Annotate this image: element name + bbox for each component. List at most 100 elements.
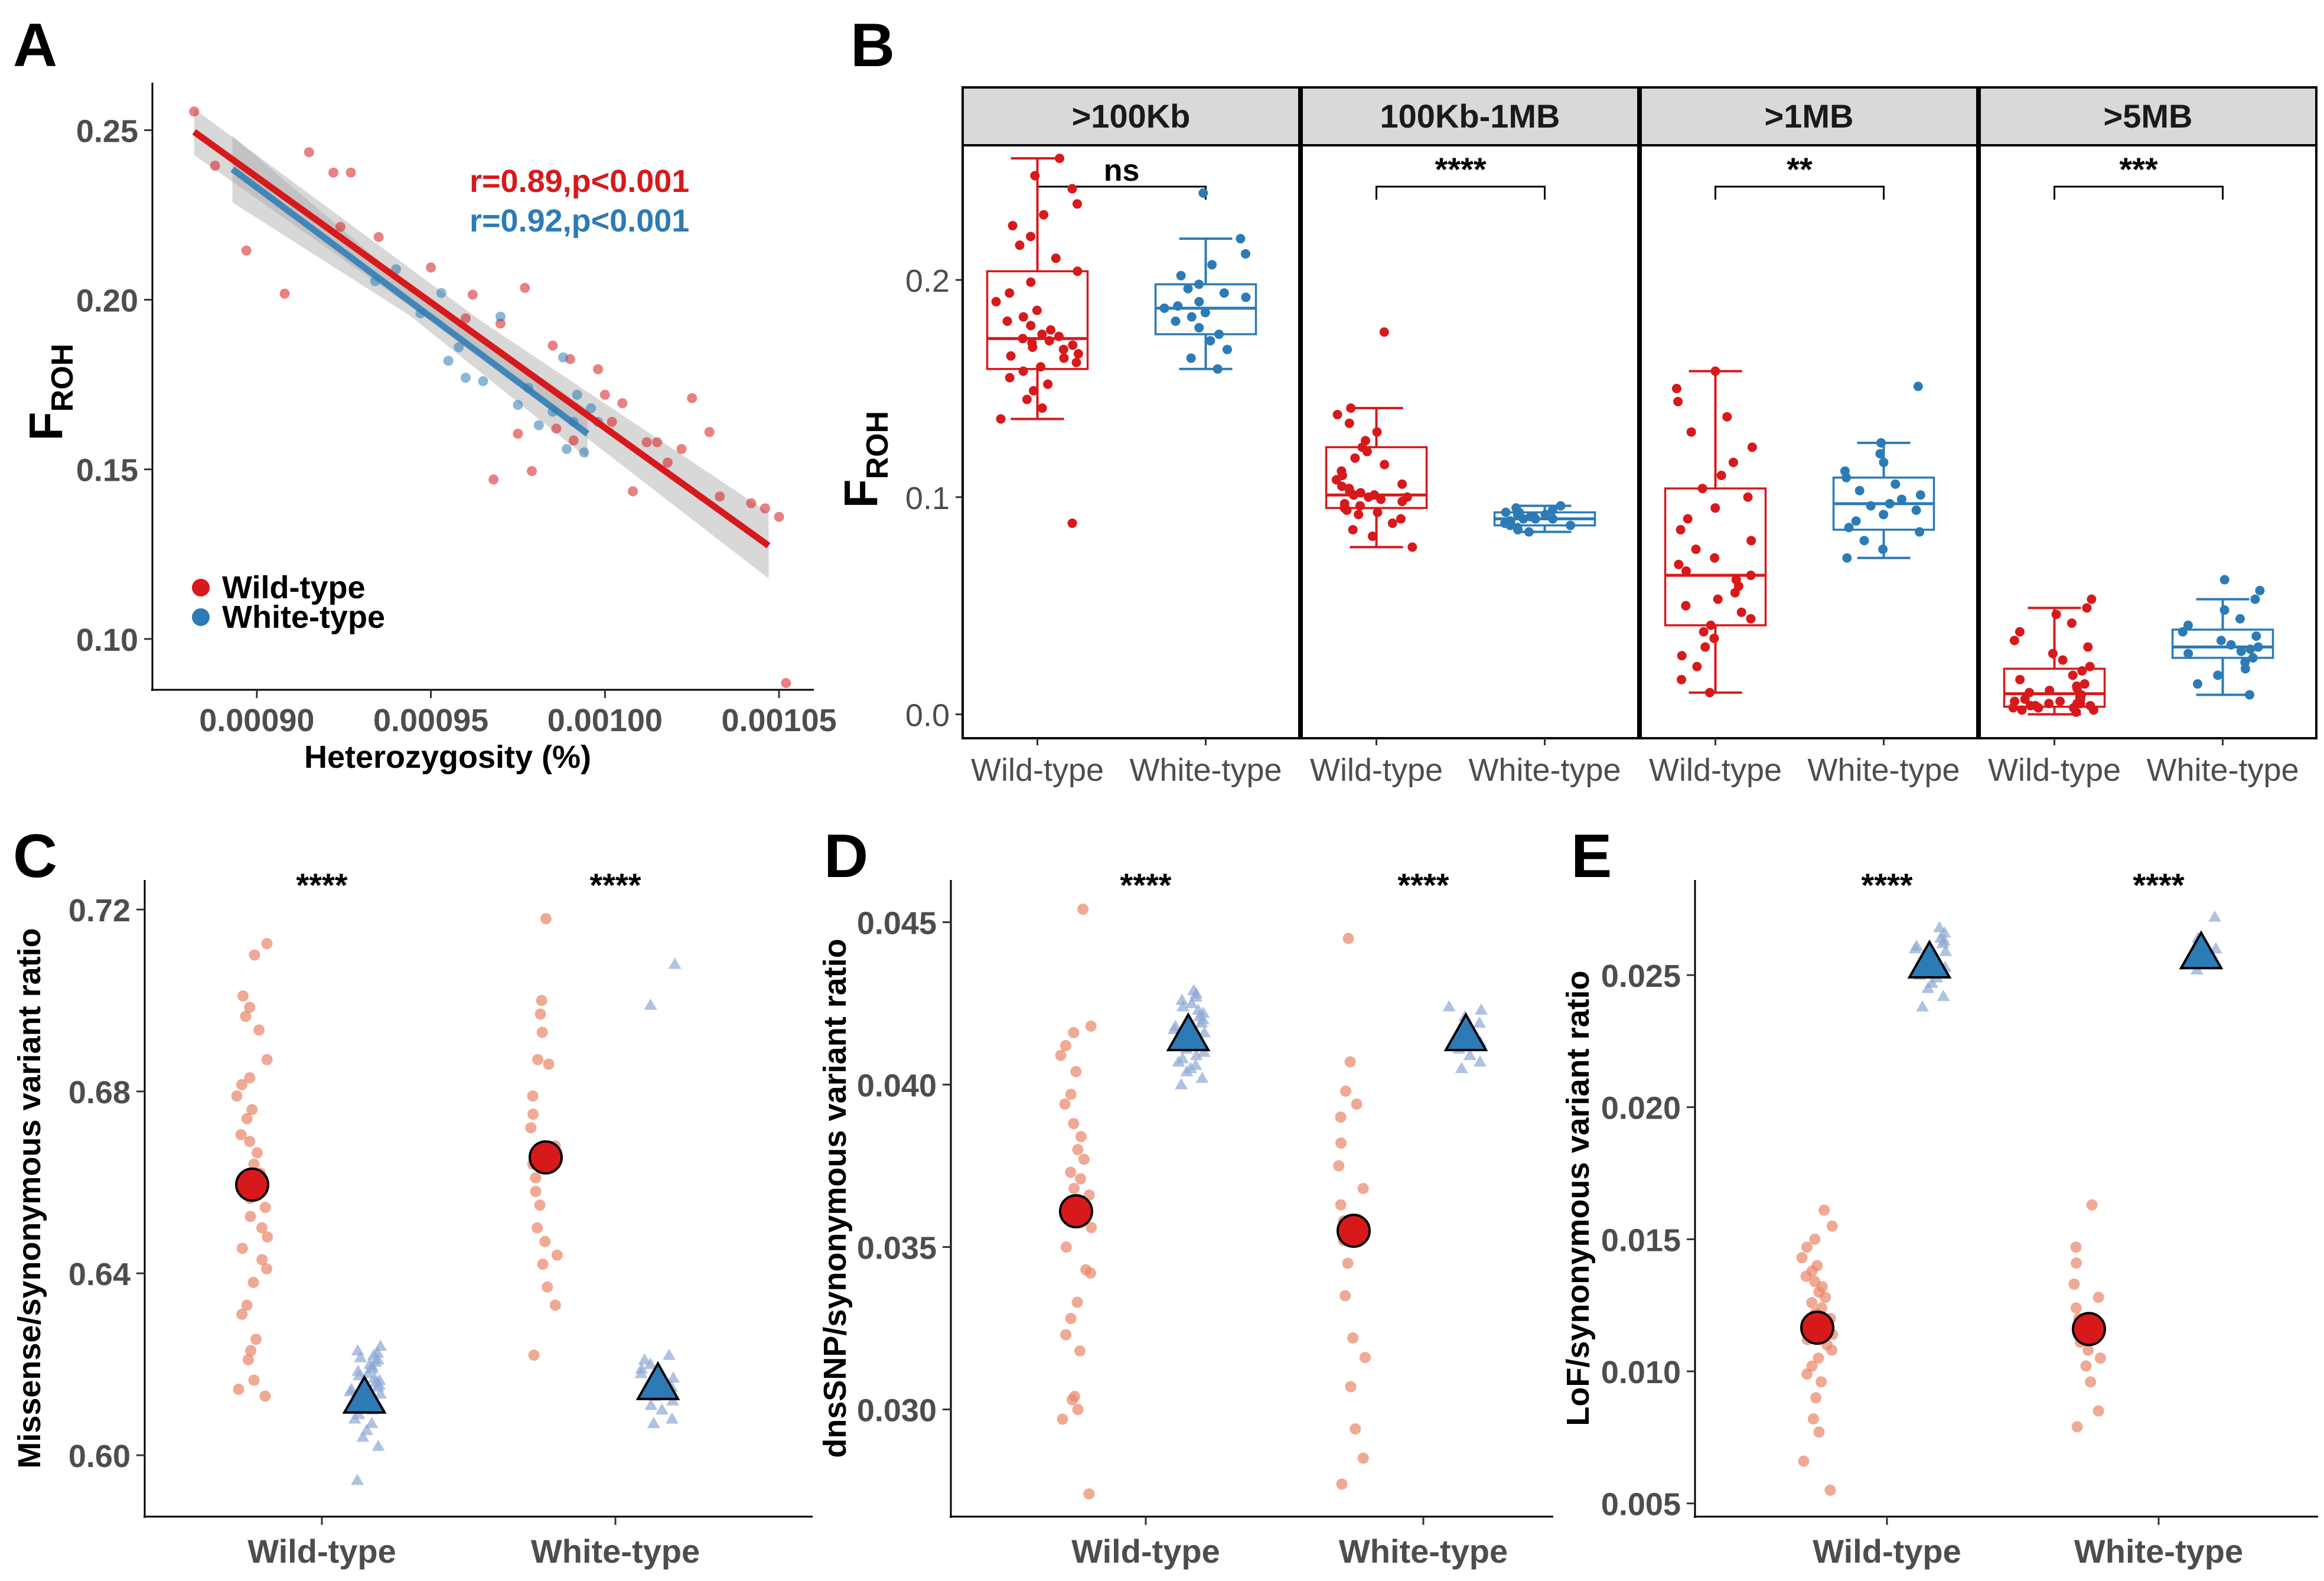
wild-point	[687, 393, 697, 403]
signif-label: ****	[1435, 151, 1486, 188]
white-point	[1939, 944, 1953, 956]
white-point	[1916, 1000, 1929, 1012]
wild-point	[760, 503, 770, 514]
white-point	[1511, 503, 1521, 513]
white-point	[1840, 466, 1850, 476]
white-point	[1915, 490, 1925, 500]
white-point	[2213, 670, 2223, 680]
wild-point	[542, 1281, 553, 1293]
wild-point	[1060, 1040, 1071, 1051]
white-point	[2178, 627, 2188, 637]
wild-point	[1347, 1332, 1359, 1344]
x-axis-title: Heterozygosity (%)	[304, 739, 591, 775]
wild-point	[1032, 305, 1042, 315]
white-point	[1844, 523, 1854, 533]
wild-point	[1806, 1360, 1818, 1372]
legend-label-white: White-type	[222, 599, 385, 635]
wild-point	[1691, 545, 1701, 555]
white-point	[1513, 523, 1523, 533]
wild-point	[1813, 1352, 1824, 1364]
white-point	[2235, 614, 2245, 624]
y-tick-label: 0.60	[69, 1439, 131, 1474]
wild-point	[2071, 1257, 2082, 1269]
wild-point	[1809, 1233, 1821, 1245]
white-mean-marker	[1443, 1012, 1488, 1051]
confidence-band-white	[232, 136, 588, 458]
white-mean-marker	[635, 1361, 680, 1400]
wild-point	[1796, 1252, 1808, 1264]
signif-bracket	[1376, 185, 1546, 200]
wild-point	[235, 1129, 247, 1140]
wild-point	[244, 1072, 256, 1084]
facet-panel	[1300, 144, 1639, 739]
wild-point	[2048, 648, 2058, 659]
wild-point	[1036, 362, 1046, 372]
white-point	[360, 1423, 374, 1435]
white-point	[2245, 644, 2255, 654]
wild-point	[237, 990, 249, 1002]
white-point	[1176, 270, 1186, 281]
wild-point	[251, 1147, 263, 1159]
white-point	[1222, 344, 1232, 354]
box-iqr	[2171, 628, 2274, 659]
wild-point	[236, 1079, 247, 1090]
wild-point	[1810, 1392, 1822, 1404]
wild-point	[1350, 1423, 1361, 1435]
wild-point	[241, 1113, 253, 1124]
wild-point	[1018, 366, 1028, 376]
white-point	[365, 1417, 379, 1429]
wild-point	[1068, 340, 1078, 350]
wild-point	[1059, 1098, 1071, 1110]
wild-point	[1746, 536, 1756, 546]
wild-point	[189, 106, 200, 117]
white-point	[1866, 501, 1876, 511]
white-point	[2192, 679, 2202, 689]
y-tick-label: 0.64	[69, 1257, 131, 1292]
wild-point	[2066, 618, 2077, 628]
white-point	[647, 1417, 660, 1429]
wild-point	[2083, 642, 2093, 652]
y-tick-label: 0.020	[1601, 1091, 1681, 1126]
white-point	[668, 957, 682, 969]
wild-point	[2094, 1352, 2106, 1364]
wild-point	[1344, 484, 1354, 494]
white-point	[638, 1353, 651, 1365]
wild-point	[1072, 199, 1082, 209]
wild-point	[1332, 410, 1342, 420]
wild-point	[1059, 353, 1069, 363]
wild-point	[1747, 442, 1757, 452]
white-point	[1200, 308, 1210, 318]
white-point	[374, 1387, 387, 1399]
wild-point	[1083, 1488, 1095, 1499]
wild-point	[2051, 609, 2061, 620]
x-tick-label: White-type	[2074, 1533, 2243, 1570]
signif-label: ***	[2119, 151, 2158, 188]
white-point	[374, 1339, 387, 1351]
wild-point	[210, 161, 220, 171]
box-iqr	[2003, 667, 2106, 708]
wild-point	[1030, 171, 1040, 181]
x-tick-label: Wild-type	[1813, 1533, 1961, 1570]
white-point	[572, 389, 582, 400]
wild-point	[2044, 699, 2054, 709]
wild-point	[1070, 1066, 1082, 1077]
wild-point	[593, 364, 604, 374]
wild-point	[1071, 1296, 1083, 1308]
wild-point	[2068, 1278, 2080, 1290]
wild-point	[2092, 1405, 2104, 1417]
wild-point	[1086, 1222, 1097, 1233]
wild-point	[527, 1090, 539, 1102]
wild-point	[1710, 553, 1720, 563]
wild-point	[549, 1299, 561, 1311]
white-point	[2255, 585, 2265, 595]
wild-point	[532, 1222, 543, 1234]
y-tick-label: 0.15	[76, 453, 138, 488]
wild-point	[1722, 412, 1732, 422]
wild-point	[1039, 210, 1049, 220]
wild-point	[2077, 666, 2087, 676]
white-point	[1183, 283, 1193, 294]
wild-point	[1692, 661, 1702, 671]
wild-point	[2015, 674, 2025, 684]
wild-mean-marker	[2072, 1312, 2106, 1347]
wild-point	[2015, 627, 2025, 637]
